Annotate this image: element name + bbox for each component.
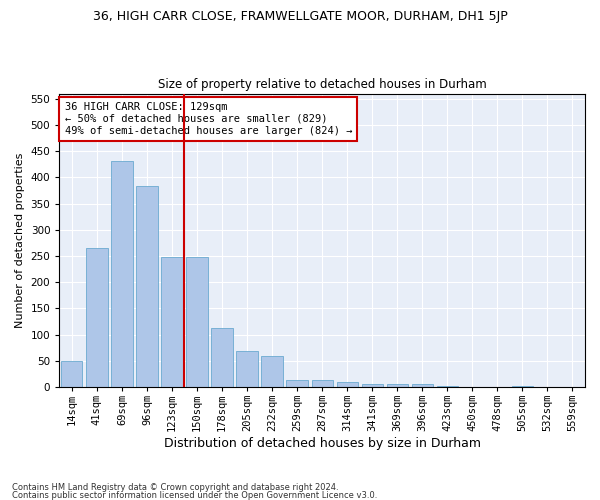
Text: Contains public sector information licensed under the Open Government Licence v3: Contains public sector information licen… [12, 490, 377, 500]
Bar [386, 384, 408, 387]
Bar [412, 384, 433, 387]
Bar [136, 186, 158, 387]
Text: Contains HM Land Registry data © Crown copyright and database right 2024.: Contains HM Land Registry data © Crown c… [12, 484, 338, 492]
Bar [337, 382, 358, 387]
Text: 36 HIGH CARR CLOSE: 129sqm
← 50% of detached houses are smaller (829)
49% of sem: 36 HIGH CARR CLOSE: 129sqm ← 50% of deta… [65, 102, 352, 136]
X-axis label: Distribution of detached houses by size in Durham: Distribution of detached houses by size … [164, 437, 481, 450]
Bar [187, 257, 208, 387]
Bar [362, 384, 383, 387]
Bar [161, 257, 182, 387]
Bar [86, 248, 107, 387]
Bar [262, 356, 283, 387]
Title: Size of property relative to detached houses in Durham: Size of property relative to detached ho… [158, 78, 487, 91]
Bar [61, 361, 82, 387]
Bar [236, 352, 258, 387]
Bar [111, 160, 133, 387]
Bar [512, 386, 533, 387]
Bar [211, 328, 233, 387]
Text: 36, HIGH CARR CLOSE, FRAMWELLGATE MOOR, DURHAM, DH1 5JP: 36, HIGH CARR CLOSE, FRAMWELLGATE MOOR, … [92, 10, 508, 23]
Bar [437, 386, 458, 387]
Bar [311, 380, 333, 387]
Y-axis label: Number of detached properties: Number of detached properties [15, 152, 25, 328]
Bar [286, 380, 308, 387]
